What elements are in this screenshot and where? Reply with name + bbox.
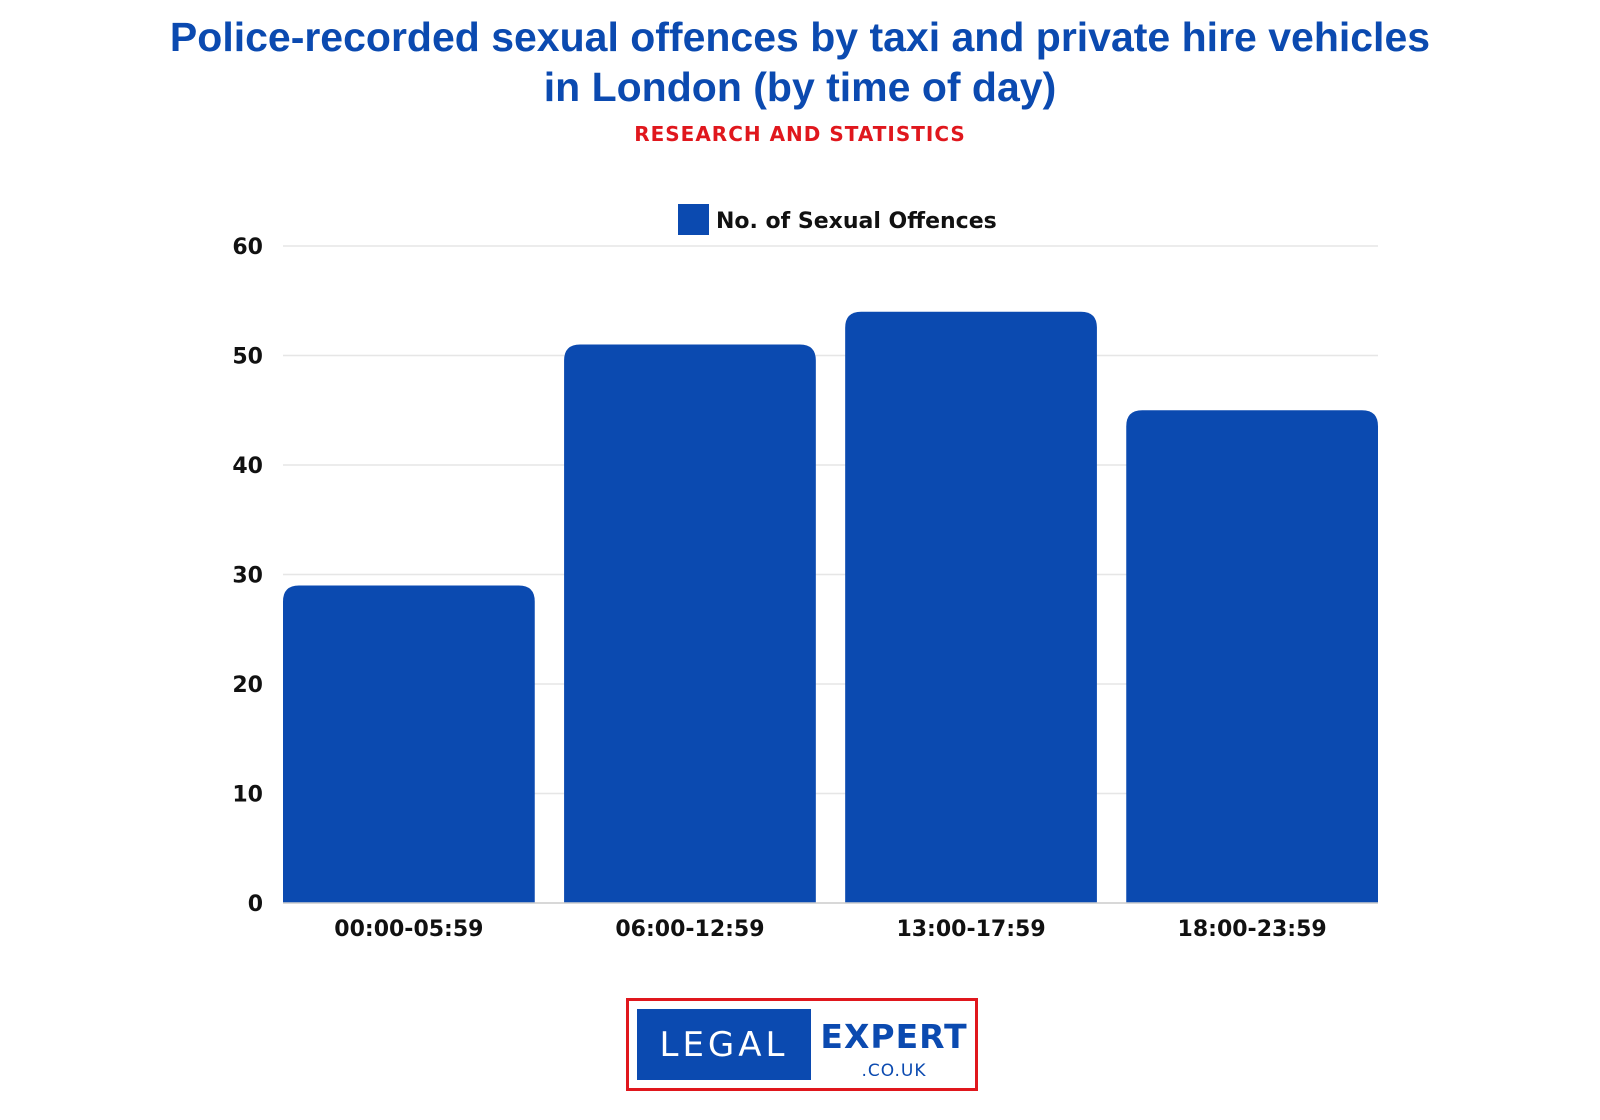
legend-swatch [678,204,709,235]
y-tick-label: 40 [232,454,263,479]
chart-title: Police-recorded sexual offences by taxi … [0,12,1600,112]
y-tick-label: 0 [248,892,263,917]
legend-label: No. of Sexual Offences [716,209,997,234]
legal-expert-logo: LEGAL EXPERT .CO.UK [626,998,978,1091]
y-tick-label: 60 [232,235,263,260]
chart-subtitle: RESEARCH AND STATISTICS [634,122,966,146]
bar [1126,410,1378,903]
bar-chart: 0 10 20 30 40 50 60 00:00-05:59 06:00-12:59 13:00… [232,204,1378,942]
chart-title-line-1: Police-recorded sexual offences by taxi … [169,14,1431,60]
x-tick-label: 18:00-23:59 [1178,917,1327,942]
y-tick-label: 10 [232,783,263,808]
logo-domain-text: .CO.UK [861,1061,927,1081]
x-tick-label: 13:00-17:59 [896,917,1045,942]
chart-title-line-2: in London (by time of day) [543,64,1057,110]
bar [283,585,535,903]
logo-expert-text: EXPERT [820,1017,968,1056]
x-tick-label: 00:00-05:59 [334,917,483,942]
logo-legal-text: LEGAL [637,1009,811,1080]
bar [564,344,816,903]
bar [845,311,1097,903]
y-tick-label: 50 [232,345,263,370]
y-tick-label: 30 [232,564,263,589]
x-tick-label: 06:00-12:59 [615,917,764,942]
y-tick-label: 20 [232,673,263,698]
